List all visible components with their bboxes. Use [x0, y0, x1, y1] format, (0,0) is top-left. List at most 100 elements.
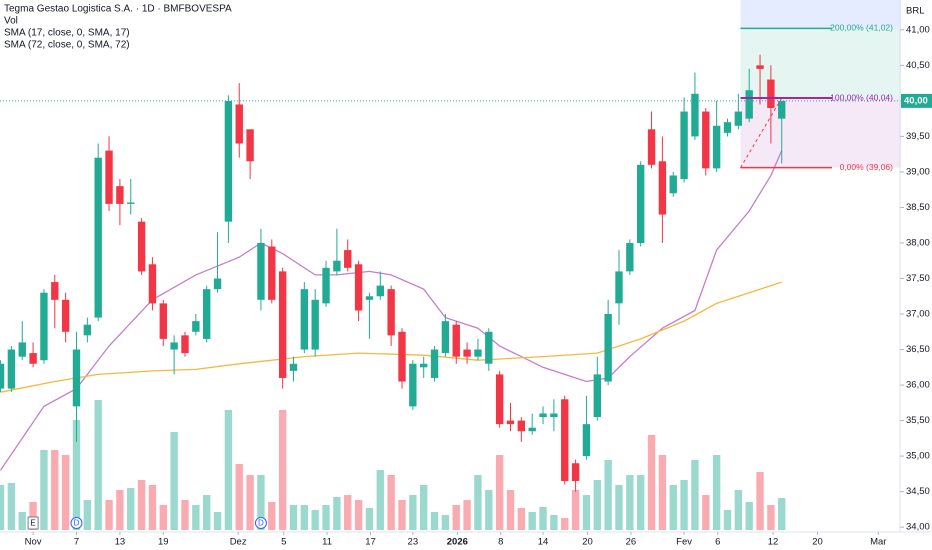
candle-body — [571, 463, 580, 481]
candle-body — [7, 349, 16, 389]
x-tick-label: Fev — [676, 537, 692, 548]
x-tick-label: 20 — [582, 537, 593, 548]
candle-body — [745, 90, 753, 119]
volume-bar — [680, 480, 688, 530]
volume-bar — [517, 508, 526, 530]
volume-bar — [83, 500, 92, 530]
candle-body — [105, 150, 113, 204]
volume-bar — [723, 510, 732, 530]
candle-body — [192, 321, 200, 332]
volume-bar — [278, 410, 287, 530]
volume-bar — [463, 500, 471, 530]
volume-bar — [430, 512, 439, 530]
volume-bar — [702, 495, 710, 530]
y-tick-label: 41,00 — [906, 24, 930, 35]
volume-bar — [767, 505, 775, 530]
y-tick-label: 37,00 — [906, 309, 930, 320]
candle-body — [181, 335, 189, 354]
volume-bar — [756, 472, 764, 530]
fib-zone — [740, 98, 902, 168]
volume-bar — [170, 432, 178, 530]
volume-bar — [213, 512, 222, 530]
y-tick-label: 39,50 — [906, 131, 930, 142]
candle-body — [517, 420, 526, 432]
x-tick-label: 8 — [498, 537, 503, 548]
candle-body — [550, 413, 558, 418]
x-tick-label: 26 — [626, 537, 637, 548]
candle-body — [409, 363, 417, 407]
candle-body — [420, 363, 428, 368]
candle-body — [463, 349, 471, 357]
candle-body — [593, 374, 601, 418]
candle-body — [354, 264, 363, 311]
last-price-label: 40,00 — [904, 95, 928, 106]
x-tick-label: 14 — [538, 537, 549, 548]
candle-body — [148, 264, 157, 304]
volume-bar — [636, 475, 645, 530]
volume-bar — [29, 502, 37, 530]
event-marker — [70, 517, 83, 529]
candle-body — [137, 221, 146, 272]
volume-bar — [105, 500, 113, 530]
x-tick-label: 20 — [812, 537, 823, 548]
volume-bar — [51, 450, 59, 530]
candle-body — [712, 125, 721, 169]
x-tick-label: 7 — [74, 537, 79, 548]
last-price-tag — [901, 93, 932, 108]
volume-bar — [61, 455, 70, 530]
candle-body — [224, 100, 233, 222]
candle-body — [615, 271, 623, 304]
x-tick-label: 13 — [115, 537, 126, 548]
volume-bar — [593, 480, 601, 530]
event-label: E — [30, 519, 35, 528]
candle-body — [83, 324, 92, 336]
candle-body — [246, 129, 254, 162]
fib-label: 200,00% (41,02) — [830, 23, 893, 33]
candle-body — [322, 267, 330, 304]
candle-body — [278, 271, 287, 378]
volume-bar — [311, 510, 319, 530]
candle-body — [61, 299, 70, 332]
x-tick-label: Mar — [870, 537, 886, 548]
volume-bar — [344, 495, 352, 530]
candle-body — [430, 349, 439, 378]
x-tick-label: 12 — [768, 537, 779, 548]
volume-bar — [506, 490, 515, 530]
volume-bar — [550, 515, 558, 530]
plot-area: 200,00% (41,02) 100,00% (40,04) 0,00% (39,… — [0, 0, 902, 530]
candle-body — [40, 292, 48, 361]
fib-zone — [740, 28, 902, 99]
volume-bar — [571, 490, 580, 530]
event-label: D — [74, 519, 80, 528]
indicator: SMA (17, close, 0, SMA, 17) — [4, 28, 130, 39]
candle-body — [441, 321, 450, 354]
candle-body — [0, 363, 5, 389]
candle-body — [495, 374, 504, 425]
volume-bar — [582, 495, 591, 530]
candle-body — [485, 331, 493, 364]
volume-bar — [224, 410, 233, 530]
candle-body — [387, 289, 395, 336]
volume-bar — [561, 518, 569, 530]
y-tick-label: 36,00 — [906, 380, 930, 391]
candle-body — [582, 424, 591, 457]
event-marker — [254, 517, 267, 529]
volume-bar — [604, 460, 612, 530]
volume-bar — [734, 490, 743, 530]
y-tick-label: 38,00 — [906, 237, 930, 248]
volume-bar — [354, 500, 363, 530]
candle-body — [539, 413, 547, 418]
volume-bar — [289, 505, 298, 530]
volume-bar — [181, 500, 189, 530]
volume-bar — [452, 505, 460, 530]
volume-bar — [376, 470, 384, 530]
candle-body — [756, 65, 764, 69]
volume-bar — [137, 480, 146, 530]
volume-bar — [778, 498, 786, 530]
volume-bar — [148, 485, 157, 530]
candle-body — [636, 164, 645, 243]
candle-body — [300, 289, 309, 350]
candle-body — [702, 111, 710, 169]
x-tick-label: 19 — [158, 537, 169, 548]
